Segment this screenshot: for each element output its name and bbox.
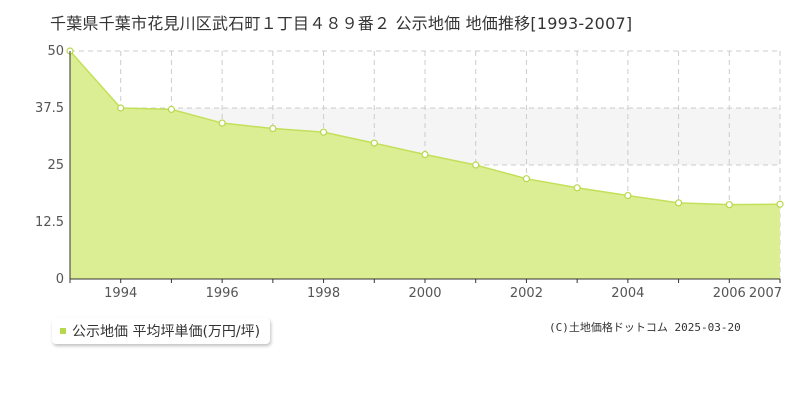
y-tick-label: 50 — [47, 44, 64, 59]
data-point — [218, 119, 226, 127]
x-tick-label: 1996 — [206, 286, 239, 301]
credit-text: (C)土地価格ドットコム 2025-03-20 — [549, 321, 741, 334]
y-tick-label: 25 — [47, 158, 64, 173]
chart-title: 千葉県千葉市花見川区武石町１丁目４８９番２ 公示地価 地価推移[1993-200… — [50, 14, 633, 33]
y-tick-label: 0 — [56, 272, 64, 287]
data-point — [421, 150, 429, 159]
data-point — [370, 139, 378, 147]
x-tick-label: 1998 — [307, 286, 340, 301]
data-point — [117, 104, 125, 112]
x-tick-label: 2002 — [510, 286, 543, 301]
x-tick-label: 2007 — [749, 286, 782, 301]
series-area — [70, 51, 780, 279]
data-point — [319, 128, 328, 136]
y-tick-label: 37.5 — [35, 101, 64, 116]
x-tick-labels: 1994 1996 1998 2000 2002 2004 2006 2007 — [69, 279, 782, 301]
data-point — [472, 161, 480, 169]
y-tick-labels: 0 12.5 25 37.5 50 — [35, 44, 64, 287]
legend-label: 公示地価 平均坪単価(万円/坪) — [72, 324, 261, 340]
data-point — [269, 124, 277, 133]
x-tick-label: 2004 — [611, 286, 644, 301]
data-point — [167, 105, 176, 113]
legend-marker — [60, 328, 66, 334]
data-point — [624, 191, 632, 200]
y-tick-label: 12.5 — [35, 215, 64, 230]
x-tick-label: 2006 — [713, 286, 746, 301]
x-tick-label: 2000 — [408, 286, 441, 301]
data-point — [522, 175, 531, 183]
data-point — [674, 199, 683, 207]
x-tick-label: 1994 — [104, 286, 137, 301]
data-point — [725, 201, 733, 209]
data-point — [776, 200, 784, 208]
data-point — [573, 184, 581, 192]
legend: 公示地価 平均坪単価(万円/坪) — [52, 318, 271, 344]
data-points — [66, 47, 784, 209]
